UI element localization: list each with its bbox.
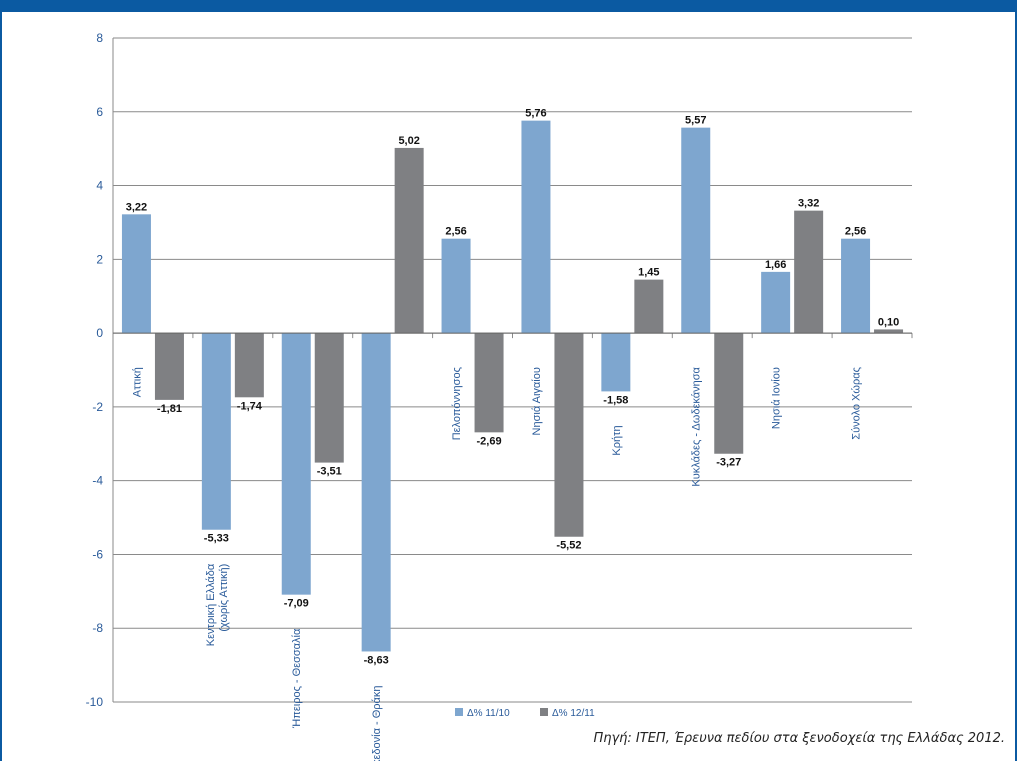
- category-label: Κυκλάδες - Δωδεκάνησα: [691, 366, 703, 486]
- data-label: -1,74: [237, 400, 263, 412]
- category-label: Σύνολο Χώρας: [851, 367, 863, 440]
- y-tick-label: 6: [96, 105, 103, 119]
- data-label: -7,09: [284, 598, 309, 610]
- data-label: 5,76: [525, 108, 546, 120]
- data-label: -3,27: [716, 457, 741, 469]
- bar: [201, 333, 231, 530]
- data-label: -5,33: [204, 533, 229, 545]
- y-tick-label: -10: [86, 695, 104, 709]
- data-label: -2,69: [477, 435, 502, 447]
- legend-entry: Δ% 12/11: [552, 708, 595, 719]
- bar: [121, 214, 151, 334]
- y-tick-label: -8: [92, 621, 103, 635]
- y-tick-label: 0: [96, 326, 103, 340]
- data-label: 5,57: [685, 115, 706, 127]
- bar: [394, 147, 424, 334]
- source-note: Πηγή: ΙΤΕΠ, Έρευνα πεδίου στα ξενοδοχεία…: [593, 731, 1005, 746]
- category-label: Αττική: [131, 367, 143, 397]
- bar: [874, 329, 904, 334]
- data-label: -5,52: [556, 540, 581, 552]
- y-tick-label: -4: [92, 474, 103, 488]
- data-label: -1,58: [603, 394, 628, 406]
- y-tick-label: 2: [96, 252, 103, 266]
- data-label: 5,02: [398, 135, 419, 147]
- bar: [154, 333, 184, 400]
- category-label: Κεντρική Ελλάδα: [205, 563, 217, 646]
- y-tick-label: 8: [96, 31, 103, 45]
- data-label: -3,51: [317, 466, 342, 478]
- bar: [521, 120, 551, 334]
- category-label: Ήπειρος - Θεσσαλία: [291, 628, 303, 729]
- y-tick-label: -6: [92, 547, 103, 561]
- bar: [554, 333, 584, 537]
- data-label: 1,66: [765, 259, 786, 271]
- category-label: Κρήτη: [611, 425, 623, 455]
- category-label: Μακεδονία - Θράκη: [371, 685, 383, 761]
- frame-left-border: [0, 0, 2, 761]
- category-label: Νησιά Αιγαίου: [531, 367, 543, 435]
- data-label: 0,10: [878, 316, 899, 328]
- legend-entry: Δ% 11/10: [467, 708, 510, 719]
- legend-swatch: [455, 708, 463, 716]
- bar: [841, 238, 871, 334]
- y-tick-label: -2: [92, 400, 103, 414]
- data-label: 1,45: [638, 267, 659, 279]
- category-label: Πελοπόννησος: [451, 367, 463, 440]
- header-band: [0, 0, 1017, 12]
- y-tick-label: 4: [96, 179, 103, 193]
- bar: [681, 127, 711, 334]
- data-label: -8,63: [364, 654, 389, 666]
- bar: [281, 333, 311, 595]
- frame-right-border: [1015, 0, 1017, 761]
- legend-swatch: [540, 708, 548, 716]
- data-label: 3,22: [126, 201, 147, 213]
- bar: [474, 333, 504, 433]
- bar: [634, 279, 664, 334]
- bar: [714, 333, 744, 454]
- category-label: (χωρίς Αττική): [218, 564, 230, 632]
- bar: [234, 333, 264, 398]
- data-label: 3,32: [798, 198, 819, 210]
- data-label: 2,56: [845, 226, 866, 238]
- bar: [314, 333, 344, 463]
- category-label: Νησιά Ιονίου: [771, 367, 783, 429]
- data-label: 2,56: [445, 226, 466, 238]
- bar: [601, 333, 631, 392]
- bar: [761, 271, 791, 334]
- data-label: -1,81: [157, 403, 182, 415]
- bar: [361, 333, 391, 652]
- bar: [441, 238, 471, 334]
- bar: [794, 210, 824, 334]
